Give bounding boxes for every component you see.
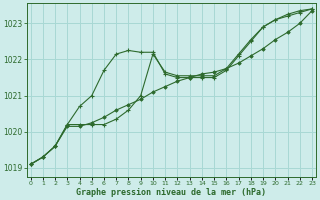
- X-axis label: Graphe pression niveau de la mer (hPa): Graphe pression niveau de la mer (hPa): [76, 188, 266, 197]
